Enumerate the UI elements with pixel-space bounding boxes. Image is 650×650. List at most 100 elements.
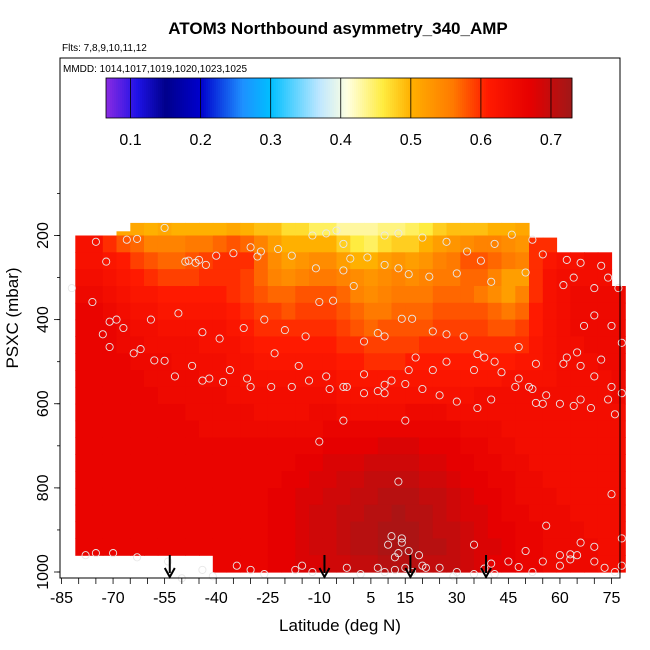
heatmap-cell <box>144 386 159 405</box>
heatmap-cell <box>377 487 393 506</box>
colorbar-segment <box>392 78 395 118</box>
heatmap-cell <box>199 286 214 304</box>
colorbar-segment <box>372 78 375 118</box>
colorbar-segment <box>152 78 155 118</box>
heatmap-cell <box>281 504 296 523</box>
colorbar-segment <box>354 78 357 118</box>
heatmap-cell <box>309 521 324 539</box>
heatmap-cell <box>364 555 379 573</box>
heatmap-cell <box>116 521 131 539</box>
heatmap-cell <box>199 353 214 371</box>
heatmap-cell <box>171 386 186 405</box>
sample-point <box>600 563 609 572</box>
heatmap-cell <box>322 454 338 472</box>
heatmap-cell <box>309 403 324 422</box>
heatmap-cell <box>515 286 530 304</box>
heatmap-cell <box>515 403 530 422</box>
heatmap-cell <box>89 471 104 489</box>
heatmap-cell <box>171 336 186 354</box>
heatmap-cell <box>309 454 324 472</box>
sample-point <box>287 382 296 391</box>
heatmap-cell <box>432 286 448 304</box>
heatmap-cell <box>542 437 558 455</box>
heatmap-cell <box>419 487 434 506</box>
heatmap-cell <box>130 302 145 321</box>
sample-point <box>329 296 338 305</box>
heatmap-cell <box>199 521 214 539</box>
heatmap-cell <box>281 386 296 405</box>
heatmap-cell <box>446 370 461 388</box>
heatmap-cell <box>570 353 585 371</box>
heatmap-cell <box>597 252 613 270</box>
colorbar-segment <box>532 78 535 118</box>
sample-point <box>129 349 138 358</box>
sample-point <box>146 315 155 324</box>
sample-point <box>390 565 399 574</box>
colorbar-segment <box>168 78 171 118</box>
heatmap-cell <box>432 222 448 237</box>
heatmap-cell <box>322 555 338 573</box>
sample-point <box>394 264 403 273</box>
colorbar-segment <box>324 78 327 118</box>
heatmap-cell <box>89 420 104 438</box>
heatmap-cell <box>446 222 461 237</box>
heatmap-cell <box>556 286 571 304</box>
heatmap-cell <box>240 222 255 237</box>
x-axis-label: Latitude (deg N) <box>279 616 401 635</box>
heatmap-cell <box>240 235 255 253</box>
sample-point <box>346 254 355 263</box>
sample-point <box>617 338 626 347</box>
colorbar-segment <box>516 78 519 118</box>
heatmap-cell <box>130 403 145 422</box>
heatmap-cell <box>391 269 406 287</box>
heatmap-cell <box>364 286 379 304</box>
heatmap-cell <box>295 504 310 523</box>
colorbar-segment <box>138 78 141 118</box>
heatmap-cell <box>267 403 283 422</box>
sample-point <box>246 243 255 252</box>
colorbar-segment <box>116 78 119 118</box>
colorbar-segment <box>282 78 285 118</box>
heatmap-cell <box>487 403 503 422</box>
sample-point <box>408 314 417 323</box>
heatmap-cell <box>295 420 310 438</box>
heatmap-cell <box>529 237 544 253</box>
flight-marker-head <box>318 567 331 580</box>
heatmap-cell <box>295 403 310 422</box>
sample-point <box>339 239 348 248</box>
sample-point <box>469 366 479 375</box>
heatmap-cell <box>597 386 613 405</box>
heatmap-cell <box>487 454 503 472</box>
heatmap-cell <box>75 437 90 455</box>
heatmap-cell <box>419 336 434 354</box>
heatmap-cell <box>336 336 351 354</box>
colorbar-segment <box>414 78 417 118</box>
sample-point <box>617 389 626 398</box>
heatmap-cell <box>419 252 434 270</box>
heatmap-cell <box>515 538 530 556</box>
heatmap-cell <box>391 403 406 422</box>
heatmap-cell <box>350 437 365 455</box>
heatmap-cell <box>322 471 338 489</box>
heatmap-cell <box>75 454 90 472</box>
heatmap-cell <box>364 538 379 556</box>
heatmap-cell <box>364 437 379 455</box>
heatmap-cell <box>529 319 544 337</box>
colorbar-segment <box>460 78 463 118</box>
heatmap-cell <box>419 235 434 253</box>
heatmap-cell <box>611 437 626 455</box>
colorbar-segment <box>204 78 207 118</box>
heatmap-cell <box>309 302 324 321</box>
colorbar-segment <box>272 78 275 118</box>
heatmap-cell <box>281 235 296 253</box>
colorbar-segment <box>518 78 521 118</box>
heatmap-cell <box>309 370 324 388</box>
heatmap-cell <box>309 235 324 253</box>
heatmap-cell <box>89 269 104 287</box>
sample-point <box>373 329 382 338</box>
colorbar-segment <box>484 78 487 118</box>
heatmap-cell <box>542 454 558 472</box>
colorbar-segment <box>316 78 319 118</box>
colorbar-segment <box>420 78 423 118</box>
heatmap-cell <box>364 235 379 253</box>
